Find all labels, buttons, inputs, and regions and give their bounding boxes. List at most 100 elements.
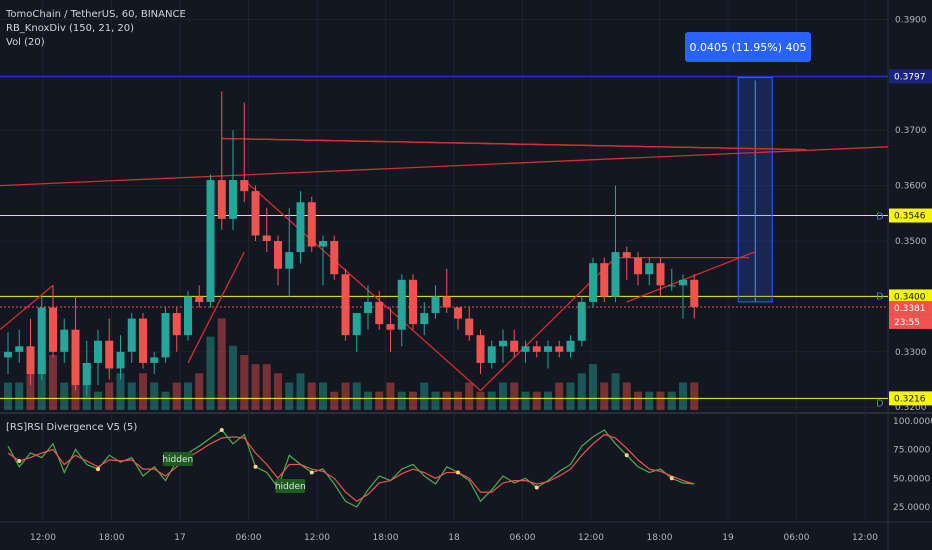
candle [690,279,699,307]
trend-line [187,251,245,364]
volume-bar [94,391,102,410]
volume-bar [139,373,147,410]
candle [532,346,541,352]
volume-bar [442,391,451,410]
candle [139,318,147,363]
volume-bar [37,364,46,410]
candle [656,263,665,286]
candle [37,307,46,374]
rsi-tick: 75.0000 [893,446,930,456]
price-tag-label: 23:55 [894,318,920,328]
time-tick: 06:00 [784,533,810,543]
rsi-panel-title[interactable]: [RS]RSI Divergence V5 (5) [6,422,138,433]
candle [431,296,440,314]
time-tick: 12:00 [304,533,330,543]
candle [510,340,519,352]
volume-bar [116,373,125,410]
volume-bar [296,373,305,410]
volume-bar [206,336,215,410]
volume-bar [319,382,327,410]
time-tick: 12:00 [852,533,878,543]
price-pane [0,0,888,410]
volume-bar [15,382,24,410]
volume-bar [420,382,429,410]
divergence-dot [96,467,100,472]
divergence-dot [219,427,224,432]
volume-bar [532,391,541,410]
volume-bar [476,391,485,410]
divergence-dot [456,470,460,475]
volume-bar [229,345,237,410]
candle [622,252,631,258]
rsi-tick: 50.0000 [893,474,930,484]
volume-bar [656,391,665,410]
candle [82,362,91,386]
chart-title: TomoChain / TetherUS, 60, BINANCE [6,9,186,20]
volume-bar [341,382,350,410]
candle [251,191,260,236]
volume-bar [577,373,586,410]
candle [341,274,350,336]
candle [454,307,462,319]
price-tag-label: 0.3381 [894,304,926,314]
time-tick: 06:00 [236,533,262,543]
indicator-volume[interactable]: Vol (20) [6,37,45,48]
volume-bar [611,373,620,410]
price-tag [889,289,932,304]
volume-bar [431,391,440,410]
volume-bar [352,382,361,410]
price-tick: 0.3600 [895,182,927,192]
candle [150,357,159,363]
candle [375,301,384,325]
volume-bar [544,391,552,410]
candle [442,296,451,308]
indicator-knoxdiv[interactable]: RB_KnoxDiv (150, 21, 20) [6,23,135,34]
candle [364,301,372,314]
price-tick: 0.3700 [895,126,927,136]
price-tick: 0.3500 [895,237,927,247]
time-tick: 19 [722,533,734,543]
candle [127,318,136,352]
d-marker: D [876,212,884,223]
candle [544,346,552,352]
candle [499,340,507,347]
volume-bar [499,382,507,410]
volume-bar [105,382,114,410]
time-tick: 17 [174,533,185,543]
time-tick: 18:00 [373,533,399,543]
price-tag [889,391,932,406]
volume-bar [397,391,406,410]
volume-bar [285,382,294,410]
time-tick: 12:00 [578,533,604,543]
candle [116,351,125,369]
volume-bar [150,382,159,410]
price-tag [889,69,932,84]
volume-bar [667,391,676,410]
trend-line [0,284,54,331]
volume-bar [330,391,339,410]
volume-bar [172,382,181,410]
rsi-signal-line [7,433,695,503]
volume-bar [487,391,496,410]
divergence-dot [669,476,674,481]
candle [319,241,327,247]
candle [262,235,271,242]
candle [15,346,24,352]
candle [330,241,339,275]
price-tick: 0.3900 [895,15,927,25]
divergence-dot [17,459,22,464]
candle [397,279,406,330]
volume-bar [26,373,35,410]
candle [296,202,305,253]
candle [195,296,204,302]
volume-bar [589,364,597,410]
price-tag-label: 0.3400 [894,292,926,302]
candle [645,263,654,275]
time-tick: 12:00 [30,533,56,543]
volume-bar [364,391,372,410]
hidden-label-box [162,452,193,466]
volume-bar [510,382,519,410]
candle [487,346,496,363]
candle [105,340,114,369]
